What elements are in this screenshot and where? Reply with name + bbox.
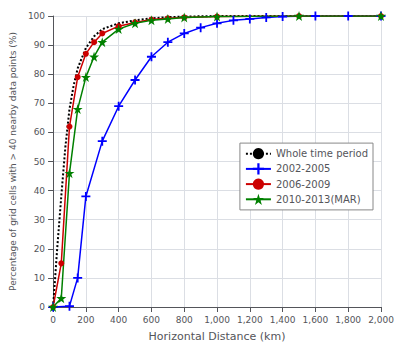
svg-text:90: 90	[34, 40, 46, 50]
svg-text:20: 20	[34, 244, 46, 254]
svg-text:1,600: 1,600	[303, 315, 329, 325]
svg-text:70: 70	[34, 98, 46, 108]
svg-text:1,400: 1,400	[270, 315, 296, 325]
svg-text:60: 60	[34, 127, 46, 137]
svg-text:80: 80	[34, 69, 46, 79]
svg-text:10: 10	[34, 273, 46, 283]
svg-text:2006-2009: 2006-2009	[276, 179, 331, 190]
svg-text:400: 400	[110, 315, 127, 325]
svg-text:0: 0	[39, 302, 45, 312]
svg-text:600: 600	[143, 315, 160, 325]
svg-text:Percentage of grid cells with: Percentage of grid cells with > 40 nearb…	[8, 32, 18, 291]
svg-text:800: 800	[176, 315, 193, 325]
svg-text:100: 100	[28, 11, 45, 21]
svg-text:2010-2013(MAR): 2010-2013(MAR)	[276, 194, 361, 205]
svg-text:Horizontal Distance (km): Horizontal Distance (km)	[149, 330, 286, 343]
svg-text:2002-2005: 2002-2005	[276, 163, 331, 174]
svg-text:1,800: 1,800	[335, 315, 361, 325]
svg-text:1,200: 1,200	[237, 315, 263, 325]
svg-text:0: 0	[50, 315, 56, 325]
svg-text:2,000: 2,000	[368, 315, 394, 325]
svg-text:Whole time period: Whole time period	[276, 148, 368, 159]
svg-text:40: 40	[34, 186, 46, 196]
svg-text:1,000: 1,000	[204, 315, 230, 325]
svg-text:30: 30	[34, 215, 46, 225]
svg-text:200: 200	[77, 315, 94, 325]
svg-text:50: 50	[34, 157, 46, 167]
